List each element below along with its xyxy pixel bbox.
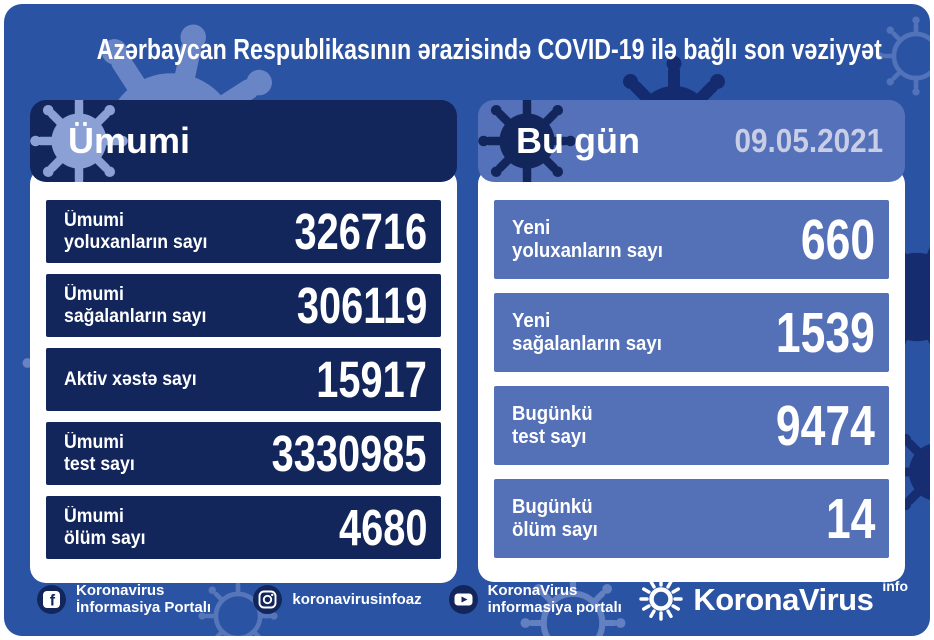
stat-value: 3330985 bbox=[272, 425, 427, 482]
today-panel-title: Bu gün bbox=[516, 120, 640, 161]
stat-columns: Ümumi Ümumi yoluxanların sayı 326716 Ümu… bbox=[30, 100, 905, 583]
stat-label: Ümumi ölüm sayı bbox=[64, 506, 146, 549]
facebook-label: Koronavirus İnformasiya Portalı bbox=[76, 582, 212, 616]
stat-value: 306119 bbox=[296, 277, 427, 334]
stat-row: Ümumi sağalanların sayı 306119 bbox=[46, 274, 441, 337]
stat-value: 14 bbox=[825, 486, 875, 551]
stat-row: Bugünkü test sayı 9474 bbox=[494, 386, 889, 465]
stat-row: Ümumi yoluxanların sayı 326716 bbox=[46, 200, 441, 263]
svg-text:f: f bbox=[50, 592, 56, 609]
stat-row: Ümumi test sayı 3330985 bbox=[46, 422, 441, 485]
stat-value: 9474 bbox=[776, 393, 875, 458]
totals-panel-title: Ümumi bbox=[68, 120, 191, 161]
stat-value: 660 bbox=[800, 207, 875, 272]
totals-panel-header: Ümumi bbox=[30, 100, 457, 182]
youtube-label: KoronaVirus informasiya portalı bbox=[487, 582, 622, 616]
stat-label: Ümumi test sayı bbox=[64, 432, 135, 475]
stat-value: 326716 bbox=[294, 203, 427, 260]
stat-value: 4680 bbox=[338, 499, 427, 556]
virus-sun-icon bbox=[639, 577, 684, 621]
logo-superscript: info bbox=[882, 578, 908, 594]
youtube-link[interactable]: KoronaVirus informasiya portalı bbox=[448, 582, 639, 616]
social-links: f Koronavirus İnformasiya Portalı korona… bbox=[37, 582, 638, 616]
stat-label: Ümumi sağalanların sayı bbox=[64, 284, 207, 327]
instagram-link[interactable]: koronavirusinfoaz bbox=[253, 584, 422, 614]
logo-text: KoronaVirus bbox=[693, 581, 874, 617]
stat-label: Bugünkü ölüm sayı bbox=[512, 495, 598, 541]
stat-label: Yeni sağalanların sayı bbox=[512, 309, 662, 355]
youtube-icon bbox=[448, 584, 478, 614]
stat-value: 15917 bbox=[316, 351, 427, 408]
facebook-icon: f bbox=[37, 584, 66, 614]
totals-panel: Ümumi Ümumi yoluxanların sayı 326716 Ümu… bbox=[30, 100, 457, 583]
report-date: 09.05.2021 bbox=[734, 122, 883, 159]
today-panel: Bu gün 09.05.2021 Yeni yoluxanların sayı… bbox=[478, 100, 905, 583]
stat-label: Yeni yoluxanların sayı bbox=[512, 216, 663, 262]
stat-row: Bugünkü ölüm sayı 14 bbox=[494, 479, 889, 558]
instagram-label: koronavirusinfoaz bbox=[292, 590, 422, 608]
totals-stat-list: Ümumi yoluxanların sayı 326716 Ümumi sağ… bbox=[30, 168, 457, 583]
stat-label: Bugünkü test sayı bbox=[512, 402, 593, 448]
stat-label: Aktiv xəstə sayı bbox=[64, 368, 197, 390]
facebook-link[interactable]: f Koronavirus İnformasiya Portalı bbox=[37, 582, 226, 616]
today-panel-header: Bu gün 09.05.2021 bbox=[478, 100, 905, 182]
stat-row: Aktiv xəstə sayı 15917 bbox=[46, 348, 441, 411]
infographic-card: Azərbaycan Respublikasının ərazisində CO… bbox=[4, 4, 930, 636]
page-title: Azərbaycan Respublikasının ərazisində CO… bbox=[96, 34, 882, 66]
stat-row: Ümumi ölüm sayı 4680 bbox=[46, 496, 441, 559]
today-stat-list: Yeni yoluxanların sayı 660 Yeni sağalanl… bbox=[478, 168, 905, 582]
koronavirus-info-logo: KoronaVirus info bbox=[638, 576, 908, 622]
footer: f Koronavirus İnformasiya Portalı korona… bbox=[4, 570, 930, 636]
stat-label: Ümumi yoluxanların sayı bbox=[64, 210, 208, 253]
stat-row: Yeni yoluxanların sayı 660 bbox=[494, 200, 889, 279]
stat-row: Yeni sağalanların sayı 1539 bbox=[494, 293, 889, 372]
instagram-icon bbox=[253, 584, 283, 614]
stat-value: 1539 bbox=[776, 300, 875, 365]
